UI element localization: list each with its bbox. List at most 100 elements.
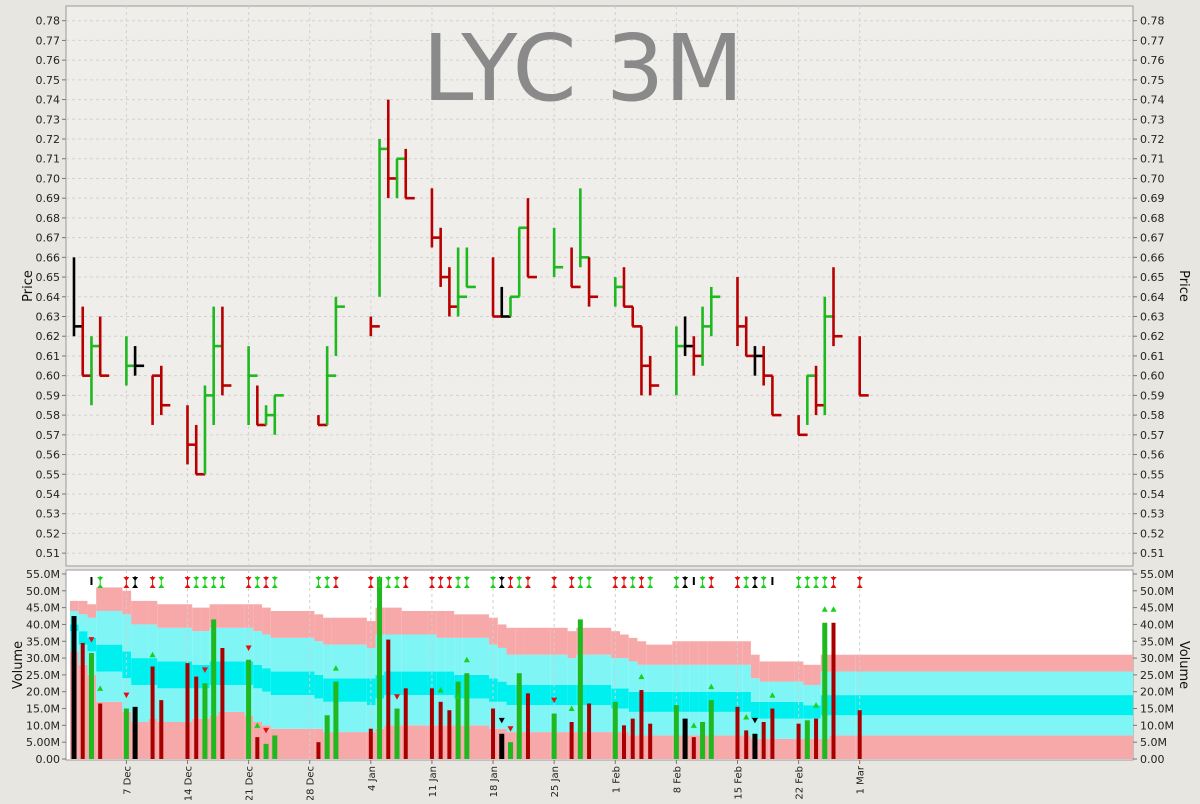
indicator-arrow-bottom xyxy=(245,584,252,588)
indicator-arrow-top xyxy=(245,577,252,581)
indicator-arrow-top xyxy=(490,577,497,581)
volume-band-upper-mid xyxy=(131,624,149,659)
indicator-arrow-top xyxy=(463,577,470,581)
indicator-arrow-top xyxy=(123,577,130,581)
volume-marker-up xyxy=(690,722,697,728)
volume-band-high xyxy=(855,654,1133,672)
indicator-arrow-bottom xyxy=(184,584,191,588)
indicator-both-up xyxy=(647,576,654,588)
volume-band-lower-mid xyxy=(619,708,629,733)
indicator-arrow-top xyxy=(446,577,453,581)
ohlc-bar xyxy=(526,198,537,279)
indicator-arrow-top xyxy=(813,577,820,581)
volume-band-core xyxy=(506,684,516,706)
price-tick-label: 0.64 xyxy=(36,291,61,304)
price-tick-label: 0.55 xyxy=(1140,468,1165,481)
ohlc-bar xyxy=(640,326,651,396)
volume-tick-label: 55.0M xyxy=(1140,568,1174,581)
ohlc-bar xyxy=(264,405,276,425)
ohlc-bar xyxy=(736,277,747,347)
indicator-arrow-bottom xyxy=(629,584,636,588)
volume-bar xyxy=(255,737,260,759)
indicator-both-up xyxy=(813,576,820,588)
volume-band-high xyxy=(619,634,629,659)
volume-band-high xyxy=(436,610,446,638)
ohlc-bar xyxy=(90,336,101,406)
price-tick-label: 0.76 xyxy=(36,54,61,67)
volume-marker-down xyxy=(123,692,130,699)
volume-band-core xyxy=(122,651,132,679)
volume-band-high xyxy=(567,631,577,659)
indicator-arrow-bottom xyxy=(612,584,619,588)
volume-band-high xyxy=(698,641,708,665)
volume-band-core xyxy=(497,681,507,702)
volume-bar xyxy=(246,659,252,759)
indicator-both-down xyxy=(830,576,837,588)
volume-band-upper-mid xyxy=(689,664,699,692)
indicator-arrow-bottom xyxy=(367,584,374,588)
volume-band-core xyxy=(96,644,123,672)
price-tick-label: 0.52 xyxy=(1140,527,1165,540)
date-axis: 7 Dec 14 Dec 21 Dec 28 Dec 4 Jan 11 Jan 18 Jan… xyxy=(122,760,867,801)
volume-marker-up xyxy=(769,692,776,698)
volume-tick-label: 50.0M xyxy=(26,585,60,598)
ohlc-bar xyxy=(212,306,223,425)
price-tick-label: 0.51 xyxy=(1140,547,1165,560)
volume-bar xyxy=(577,619,583,759)
volume-band-high xyxy=(750,654,760,679)
volume-marker-up xyxy=(455,693,462,700)
volume-y-axis-label-left: Volume xyxy=(11,641,26,689)
indicator-arrow-bottom xyxy=(795,584,802,588)
volume-band-upper-mid xyxy=(393,634,402,672)
price-tick-label: 0.69 xyxy=(36,192,61,205)
volume-bar xyxy=(814,718,819,759)
ohlc-bar xyxy=(517,226,529,297)
volume-band-lower-mid xyxy=(253,688,263,722)
volume-tick-label: 20.0M xyxy=(26,686,60,699)
indicator-both-up xyxy=(673,576,680,588)
volume-band-core xyxy=(619,688,629,709)
volume-bar xyxy=(123,708,129,759)
volume-band-upper-mid xyxy=(148,624,158,659)
volume-band-upper-mid xyxy=(192,631,201,665)
ohlc-bar xyxy=(744,316,756,358)
price-tick-label: 0.77 xyxy=(36,34,61,47)
volume-bar xyxy=(159,700,164,759)
price-tick-label: 0.64 xyxy=(1140,291,1165,304)
price-panel: LYC 3M 0.510.520.530.540.550.560.570.580… xyxy=(21,5,1191,567)
volume-band-low xyxy=(768,738,795,759)
volume-bar xyxy=(194,676,199,759)
volume-band-core xyxy=(803,705,813,719)
volume-band-high xyxy=(759,661,769,682)
volume-band-high xyxy=(515,627,524,655)
price-y-axis-right: 0.51 0.52 0.53 0.54 0.55 0.56 0.57 0.58 0.59 0.60… xyxy=(1133,15,1165,560)
indicator-arrow-top xyxy=(455,577,462,581)
indicator-both-up xyxy=(804,576,811,588)
volume-marker-up xyxy=(437,687,444,693)
volume-band-high xyxy=(244,604,254,628)
price-tick-label: 0.58 xyxy=(1140,409,1165,422)
volume-marker-up xyxy=(813,702,820,708)
volume-bar xyxy=(386,639,391,759)
volume-band-upper-mid xyxy=(585,654,612,685)
volume-bar xyxy=(491,708,496,759)
indicator-arrow-top xyxy=(751,577,758,581)
volume-band-high xyxy=(646,644,673,665)
volume-marker-up xyxy=(568,705,575,712)
volume-tick-label: 0.00 xyxy=(1140,753,1165,766)
ohlc-bar xyxy=(430,188,441,248)
volume-tick-label: 30.0M xyxy=(1140,652,1174,665)
volume-band-core xyxy=(681,691,690,712)
volume-band-high xyxy=(803,664,813,685)
indicator-arrow-bottom xyxy=(315,584,322,588)
indicator-both-down xyxy=(612,576,619,588)
indicator-arrow-top xyxy=(516,577,523,581)
date-tick-label: 8 Feb xyxy=(672,766,683,793)
ohlc-bar xyxy=(509,295,520,317)
indicator-arrow-top xyxy=(507,577,514,581)
volume-bar xyxy=(630,718,635,759)
volume-band-upper-mid xyxy=(427,634,437,672)
volume-band-low xyxy=(855,735,1133,759)
volume-band-core xyxy=(829,695,856,716)
